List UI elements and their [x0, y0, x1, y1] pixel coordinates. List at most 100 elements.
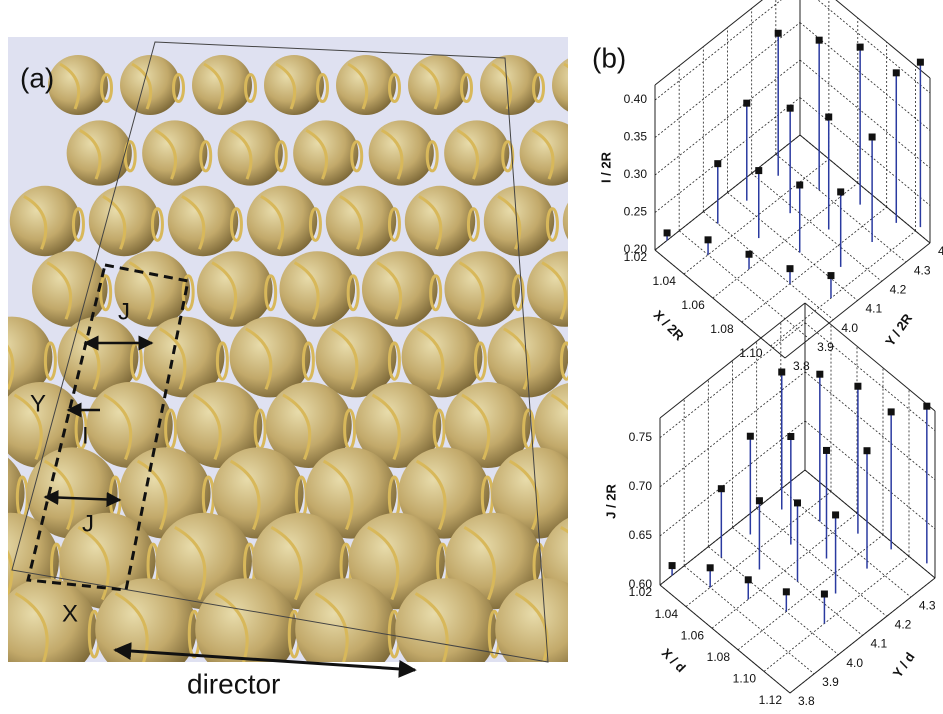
marker: [864, 447, 871, 454]
ring: [647, 343, 657, 379]
grid-line: [752, 173, 882, 281]
ring: [613, 410, 623, 449]
annotation: J: [118, 298, 130, 325]
panel-label: (a): [20, 62, 54, 93]
marker: [827, 272, 834, 279]
marker: [775, 30, 782, 37]
grid-line: [805, 323, 935, 431]
axis-frame: [805, 303, 935, 411]
marker: [796, 182, 803, 189]
panel-label: (b): [592, 42, 626, 73]
marker: [832, 511, 839, 518]
grid-line: [805, 372, 935, 480]
grid-line: [764, 556, 909, 671]
grid-line: [728, 193, 858, 301]
y-tick-label: 4.3: [914, 263, 931, 277]
x-tick-label: 1.08: [710, 322, 734, 336]
marker: [787, 265, 794, 272]
annotation: X: [62, 600, 78, 627]
marker: [743, 100, 750, 107]
y-tick-label: 4.4: [938, 244, 943, 258]
marker: [869, 134, 876, 141]
marker: [816, 37, 823, 44]
z-tick-label: 0.65: [629, 528, 653, 542]
x-tick-label: 1.06: [681, 628, 705, 642]
z-tick-label: 0.35: [624, 130, 648, 144]
marker: [747, 433, 754, 440]
x-tick-label: 1.12: [759, 693, 783, 707]
grid-line: [805, 421, 935, 529]
marker: [714, 160, 721, 167]
marker: [794, 499, 801, 506]
figure: (a) J Y I J X director (b) 1.021.041.061…: [0, 0, 943, 714]
z-tick-label: 0.60: [629, 577, 653, 591]
ring: [625, 263, 649, 320]
marker: [837, 188, 844, 195]
y-tick-label: 4.0: [841, 321, 858, 335]
y-axis-title: Y / d: [890, 649, 918, 680]
director-label: director: [187, 668, 280, 699]
marker: [888, 408, 895, 415]
marker: [825, 114, 832, 121]
x-axis-title: X / d: [659, 645, 689, 675]
ring: [641, 395, 668, 460]
grid-line: [713, 183, 858, 298]
marker: [664, 229, 671, 236]
z-axis-title: I / 2R: [598, 151, 613, 183]
sphere: [609, 251, 685, 327]
marker: [669, 562, 676, 569]
marker: [816, 371, 823, 378]
marker: [705, 236, 712, 243]
z-tick-label: 0.25: [624, 205, 648, 219]
z-tick-label: 0.40: [624, 92, 648, 106]
ring: [606, 75, 616, 102]
z-tick-label: 0.70: [629, 479, 653, 493]
marker: [923, 403, 930, 410]
ring: [668, 477, 678, 518]
y-tick-label: 3.8: [793, 359, 810, 373]
z-tick-label: 0.30: [624, 167, 648, 181]
y-tick-label: 4.1: [871, 637, 888, 651]
x-tick-label: 1.04: [655, 607, 679, 621]
annotation: I: [82, 422, 89, 449]
y-tick-label: 3.9: [817, 340, 834, 354]
ring: [578, 142, 588, 171]
marker: [718, 485, 725, 492]
marker: [756, 497, 763, 504]
marker: [746, 251, 753, 258]
x-tick-label: 1.10: [739, 346, 763, 360]
grid-line: [703, 212, 833, 320]
sphere: [584, 447, 675, 538]
y-tick-label: 4.1: [866, 302, 883, 316]
y-axis-title: Y / 2R: [882, 310, 915, 349]
sphere: [638, 513, 734, 609]
y-tick-label: 4.2: [890, 283, 907, 297]
ring: [590, 329, 615, 390]
marker: [854, 383, 861, 390]
panel-b: 1.021.041.061.081.103.83.94.04.14.24.34.…: [598, 0, 943, 708]
y-tick-label: 3.9: [822, 675, 839, 689]
marker: [778, 369, 785, 376]
x-tick-label: 1.04: [653, 274, 677, 288]
marker: [787, 105, 794, 112]
z-axis-title: J / 2R: [603, 484, 618, 519]
annotation: Y: [30, 390, 46, 417]
marker: [823, 447, 830, 454]
ring: [616, 593, 648, 669]
marker: [787, 433, 794, 440]
marker: [707, 564, 714, 571]
marker: [857, 44, 864, 51]
ring: [577, 196, 599, 249]
marker: [745, 576, 752, 583]
annotation: J: [82, 510, 94, 537]
sphere: [574, 317, 655, 398]
z-tick-label: 0.20: [624, 242, 648, 256]
grid-line: [660, 323, 805, 438]
grid-line: [708, 547, 838, 655]
marker: [917, 59, 924, 66]
marker: [893, 69, 900, 76]
ring: [575, 477, 585, 518]
marker: [821, 591, 828, 598]
y-tick-label: 4.0: [846, 656, 863, 670]
grid-line: [679, 231, 809, 339]
